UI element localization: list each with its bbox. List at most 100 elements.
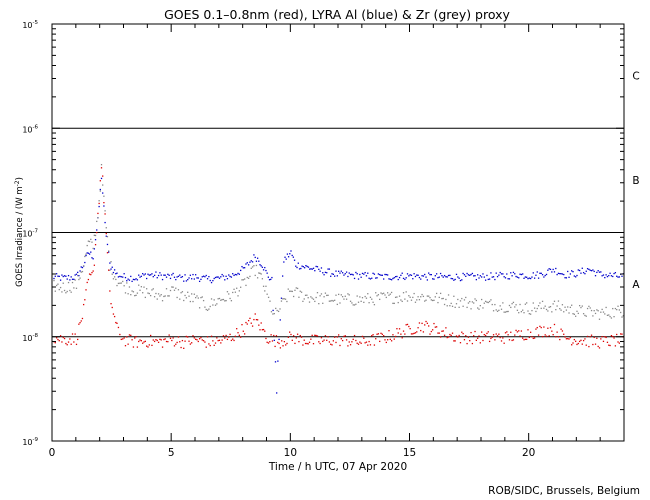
data-point [90, 238, 92, 241]
data-point [556, 331, 558, 333]
data-point [446, 276, 448, 278]
data-point [516, 331, 519, 333]
x-tick-label: 5 [168, 447, 175, 459]
data-point [475, 299, 478, 302]
data-point [111, 306, 113, 309]
data-point [357, 301, 360, 303]
data-point [79, 277, 81, 279]
data-point [61, 291, 63, 293]
data-point [130, 294, 132, 296]
data-point [104, 221, 106, 224]
data-point [61, 341, 63, 343]
data-point [84, 261, 86, 264]
data-point [177, 275, 180, 278]
data-point [271, 340, 274, 342]
data-point [226, 291, 229, 293]
data-point [461, 297, 463, 300]
data-point [572, 342, 574, 344]
data-point [405, 324, 407, 326]
data-point [71, 281, 74, 284]
data-point [206, 278, 209, 280]
data-point [65, 292, 67, 294]
data-point [126, 336, 128, 338]
data-point [148, 292, 150, 295]
data-point [447, 294, 450, 296]
data-point [429, 333, 431, 335]
data-point [563, 273, 565, 276]
data-point [292, 335, 295, 337]
data-point [319, 342, 321, 345]
data-point [112, 278, 115, 280]
data-point [315, 334, 317, 337]
data-point [311, 268, 313, 270]
data-point [77, 271, 79, 274]
data-point [437, 332, 439, 334]
data-point [97, 217, 99, 219]
data-point [113, 276, 116, 278]
data-point [195, 274, 197, 276]
data-point [544, 274, 546, 277]
data-point [319, 270, 321, 272]
data-point [507, 334, 509, 336]
data-point [547, 269, 549, 271]
data-point [184, 274, 186, 276]
data-point [477, 307, 479, 309]
data-point [361, 297, 364, 299]
data-point [486, 274, 488, 277]
data-point [96, 229, 98, 231]
data-point [250, 267, 252, 269]
data-point [229, 297, 231, 300]
data-point [274, 345, 276, 348]
data-point [438, 296, 440, 299]
data-point [77, 338, 79, 341]
data-point [420, 278, 422, 280]
data-point [183, 299, 185, 302]
data-point [290, 250, 292, 252]
data-point [246, 276, 248, 279]
data-point [209, 344, 211, 347]
data-point [406, 323, 409, 326]
data-point [539, 272, 541, 274]
series-1 [53, 163, 624, 320]
data-point [80, 271, 82, 273]
data-point [364, 271, 366, 274]
data-point [303, 267, 306, 269]
data-point [293, 259, 296, 261]
data-point [176, 276, 178, 278]
data-point [413, 273, 415, 275]
data-point [371, 277, 373, 279]
data-point [581, 305, 583, 307]
data-point [604, 276, 606, 279]
data-point [506, 310, 508, 313]
data-point [389, 278, 391, 280]
data-point [336, 275, 338, 277]
data-point [421, 293, 423, 296]
data-point [269, 300, 271, 302]
data-point [445, 276, 447, 278]
data-point [116, 284, 118, 287]
data-point [218, 339, 221, 341]
data-point [254, 274, 256, 277]
data-point [442, 330, 444, 332]
data-point [357, 278, 360, 280]
data-point [246, 323, 248, 325]
data-point [216, 337, 218, 339]
data-point [308, 341, 311, 343]
data-point [208, 275, 210, 278]
data-point [495, 309, 497, 311]
data-point [254, 313, 256, 315]
data-point [218, 297, 221, 300]
data-point [377, 273, 380, 275]
data-point [332, 300, 335, 302]
data-point [586, 268, 589, 270]
data-point [515, 304, 517, 306]
data-point [193, 293, 195, 295]
data-point [224, 300, 226, 302]
data-point [196, 295, 198, 297]
data-point [180, 346, 182, 349]
data-point [151, 273, 153, 275]
data-point [549, 268, 552, 271]
data-point [279, 347, 282, 349]
data-point [53, 279, 55, 282]
data-point [156, 277, 158, 279]
